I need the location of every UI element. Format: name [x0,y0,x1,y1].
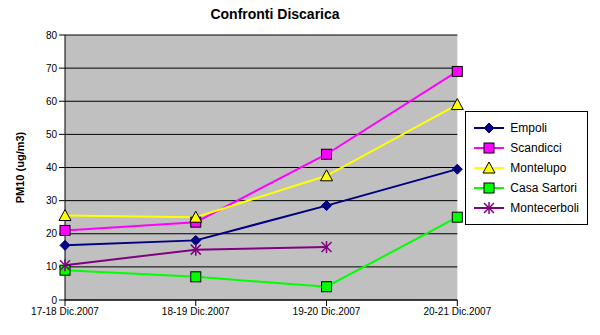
svg-text:70: 70 [46,63,58,74]
svg-text:50: 50 [46,129,58,140]
svg-text:80: 80 [46,30,58,41]
html-text:Montelupo: Montelupo [510,160,567,175]
svg-text:18-19 Dic.2007: 18-19 Dic.2007 [162,306,230,317]
html-text:Empoli: Empoli [510,120,547,135]
svg-text:60: 60 [46,96,58,107]
html-text:Casa Sartori: Casa Sartori [510,180,577,195]
svg-text:40: 40 [46,162,58,173]
svg-text:10: 10 [46,261,58,272]
svg-text:19-20 Dic.2007: 19-20 Dic.2007 [293,306,361,317]
html-text:Montecerboli: Montecerboli [510,200,579,215]
svg-text:PM10 (ug/m3): PM10 (ug/m3) [14,131,26,203]
html-text:Scandicci: Scandicci [510,140,562,155]
svg-text:0: 0 [51,295,57,306]
html-text:Confronti Discarica: Confronti Discarica [210,6,340,22]
svg-text:20-21 Dic.2007: 20-21 Dic.2007 [423,306,491,317]
svg-text:30: 30 [46,195,58,206]
svg-text:20: 20 [46,228,58,239]
svg-text:17-18 Dic.2007: 17-18 Dic.2007 [31,306,99,317]
